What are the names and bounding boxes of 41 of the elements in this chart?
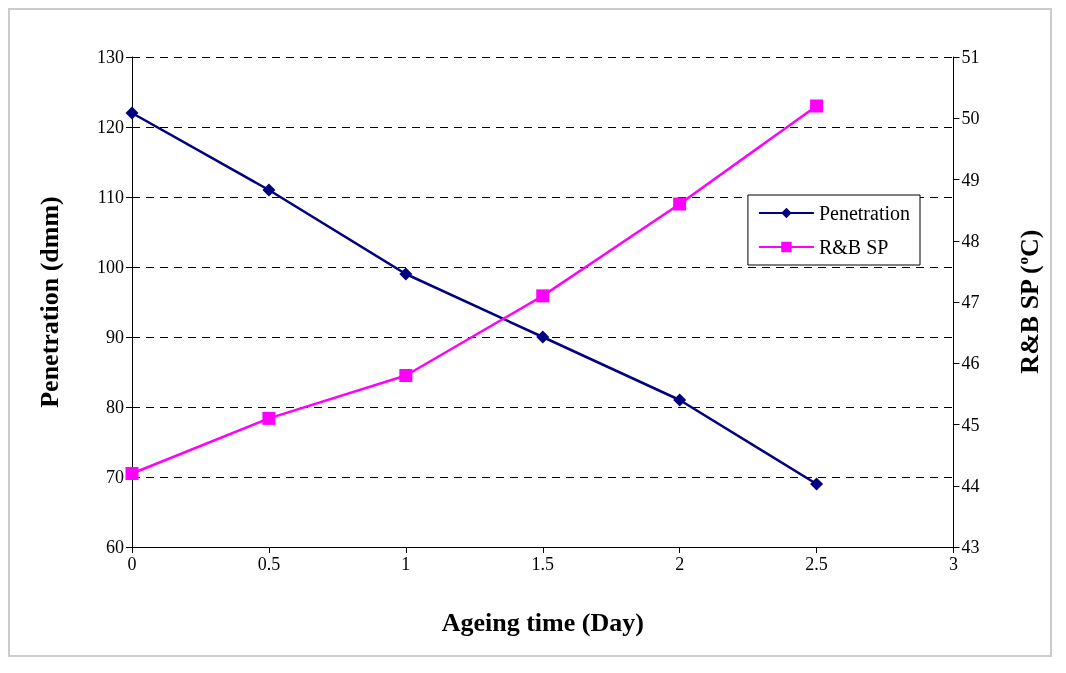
legend-label: Penetration: [818, 202, 911, 224]
y2-tick-label: 48: [961, 230, 980, 251]
point: [399, 369, 413, 382]
x-axis-title: Ageing time (Day): [441, 607, 644, 637]
y2-tick-label: 50: [961, 108, 980, 129]
y-tick-label: 110: [97, 187, 124, 207]
x-tick-label: 1: [401, 554, 411, 574]
point: [673, 393, 687, 407]
point: [125, 467, 139, 480]
point: [399, 267, 413, 281]
y-tick-label: 120: [97, 117, 124, 137]
point: [810, 477, 824, 491]
y2-tick-label: 51: [961, 47, 980, 67]
x-tick-label: 2: [675, 554, 685, 574]
x-tick-label: 3: [949, 554, 958, 574]
y2-tick-label: 45: [961, 414, 980, 435]
point: [536, 289, 550, 303]
legend-label: R&B SP: [818, 236, 889, 258]
y-tick-label: 60: [106, 537, 124, 557]
y2-tick-label: 44: [961, 475, 980, 496]
point: [673, 197, 687, 211]
y-tick-label: 80: [106, 397, 124, 417]
point: [262, 411, 276, 425]
y2-axis-title: R&B SP (oC): [1014, 229, 1044, 374]
y-axis-title: Penetration (dmm): [34, 196, 64, 408]
x-tick-label: 1.5: [531, 554, 554, 574]
point: [810, 99, 824, 113]
point: [262, 183, 276, 197]
y-tick-label: 130: [97, 47, 124, 67]
x-tick-label: 2.5: [805, 554, 828, 574]
point: [125, 106, 139, 120]
y-tick-label: 70: [106, 467, 124, 487]
y-tick-label: 100: [97, 257, 124, 277]
y2-tick-label: 43: [961, 537, 980, 557]
y2-tick-label: 46: [961, 353, 980, 374]
y-tick-label: 90: [106, 327, 124, 347]
y2-tick-label: 47: [961, 292, 980, 312]
y2-tick-label: 49: [961, 169, 980, 190]
x-tick-label: 0.5: [257, 554, 281, 574]
x-tick-label: 0: [127, 554, 137, 574]
point: [536, 330, 550, 344]
